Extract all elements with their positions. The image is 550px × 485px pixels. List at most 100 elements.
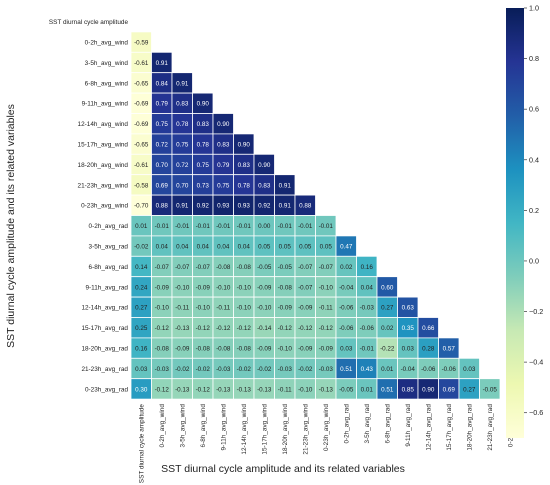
cell-value-label: 0.04 [197, 244, 210, 251]
x-tick-label: 0-23h_avg_wind [323, 404, 330, 451]
cell-value-label: -0.69 [134, 101, 149, 108]
x-tick-label: 9-11h_avg_rad [405, 404, 412, 447]
cell-value-label: -0.11 [175, 305, 189, 312]
y-tick-label: 0-2h_avg_wind [85, 40, 129, 47]
cell-value-label: -0.69 [134, 121, 149, 128]
cell-value-label: -0.03 [216, 366, 231, 373]
cell-value-label: -0.02 [257, 366, 272, 373]
cell-value-label: -0.12 [216, 325, 231, 332]
cell-value-label: 0.91 [176, 203, 189, 210]
y-tick-label: 0-23h_avg_wind [81, 203, 128, 210]
cell-value-label: 0.90 [258, 162, 271, 169]
cell-value-label: 0.88 [156, 203, 169, 210]
cell-value-label: -0.10 [196, 305, 211, 312]
cell-value-label: -0.01 [319, 223, 334, 230]
cell-value-label: 0.93 [217, 203, 230, 210]
cell-value-label: 0.92 [197, 203, 210, 210]
cell-value-label: -0.09 [196, 284, 211, 291]
cell-value-label: -0.01 [216, 223, 231, 230]
cell-value-label: -0.05 [339, 386, 354, 393]
cell-value-label: -0.04 [401, 366, 416, 373]
cell-value-label: -0.08 [196, 346, 211, 353]
cell-value-label: 0.79 [156, 101, 169, 108]
x-tick-label: 3-5h_avg_wind [179, 404, 186, 448]
cell-value-label: -0.01 [298, 223, 313, 230]
cell-value-label: -0.06 [442, 366, 457, 373]
cell-value-label: 0.03 [135, 366, 148, 373]
cell-value-label: 0.05 [279, 244, 292, 251]
cell-value-label: -0.07 [196, 264, 211, 271]
cell-value-label: 0.51 [340, 366, 353, 373]
cell-value-label: 0.78 [197, 142, 210, 149]
cell-value-label: -0.13 [257, 386, 272, 393]
y-tick-label: 18-20h_avg_rad [81, 346, 128, 353]
cell-value-label: 0.84 [156, 80, 169, 87]
cell-value-label: -0.12 [155, 386, 170, 393]
cell-value-label: -0.05 [257, 264, 272, 271]
cell-value-label: -0.02 [196, 366, 211, 373]
cell-value-label: 0.47 [340, 244, 353, 251]
y-tick-label: 6-8h_avg_rad [89, 264, 129, 271]
cell-value-label: 0.90 [238, 142, 251, 149]
y-tick-label: 6-8h_avg_wind [85, 80, 129, 87]
cell-value-label: 0.72 [176, 162, 189, 169]
cell-value-label: -0.02 [175, 366, 190, 373]
colorbar-gradient [506, 8, 524, 438]
cell-value-label: -0.07 [155, 264, 170, 271]
cell-value-label: 0.57 [443, 346, 456, 353]
cell-value-label: -0.11 [319, 305, 333, 312]
cell-value-label: -0.58 [134, 182, 149, 189]
cell-value-label: 0.01 [135, 223, 148, 230]
y-tick-label: 15-17h_avg_wind [78, 142, 129, 149]
x-tick-label: 0-2h_avg_wind [159, 404, 166, 448]
x-tick-label: 0-2h_avg_rad [343, 404, 350, 444]
cell-value-label: -0.03 [319, 366, 334, 373]
cell-value-label: -0.01 [360, 346, 375, 353]
cell-value-label: 0.00 [258, 223, 271, 230]
colorbar-tick-label: 1.0 [529, 4, 539, 13]
cell-value-label: 0.63 [402, 305, 415, 312]
cell-value-label: -0.09 [298, 346, 313, 353]
cell-value-label: -0.06 [360, 325, 375, 332]
colorbar-tick-label: −0.6 [529, 408, 543, 417]
y-tick-labels: SST diurnal cycle amplitude 0-2h_avg_wind… [49, 19, 129, 393]
cell-value-label: 0.03 [463, 366, 476, 373]
cell-value-label: 0.75 [156, 121, 169, 128]
cell-value-label: -0.13 [216, 386, 231, 393]
cell-value-label: 0.14 [135, 264, 148, 271]
cell-value-label: -0.09 [175, 346, 190, 353]
x-tick-label: 6-8h_avg_rad [384, 404, 391, 444]
cell-value-label: -0.10 [155, 305, 170, 312]
cell-value-label: -0.09 [257, 284, 272, 291]
cell-value-label: -0.12 [196, 386, 211, 393]
cell-value-label: 0.51 [381, 386, 394, 393]
cell-value-label: 0.70 [156, 162, 169, 169]
cell-value-label: -0.06 [339, 305, 354, 312]
cell-value-label: 0.83 [238, 162, 251, 169]
x-tick-label: 9-11h_avg_wind [220, 404, 227, 451]
cell-value-label: -0.70 [134, 203, 149, 210]
cell-value-label: -0.01 [237, 223, 252, 230]
cell-value-label: 0.03 [402, 346, 415, 353]
x-tick-label: 12-14h_avg_rad [425, 404, 432, 451]
cell-value-label: 0.83 [197, 121, 210, 128]
cell-value-label: 0.02 [340, 264, 353, 271]
cell-value-label: -0.03 [360, 305, 375, 312]
cell-value-label: 0.90 [422, 386, 435, 393]
cell-value-label: -0.12 [319, 325, 334, 332]
cell-value-label: 0.05 [320, 244, 333, 251]
cell-value-label: 0.35 [402, 325, 415, 332]
cell-value-label: -0.08 [237, 346, 252, 353]
x-tick-label: 18-20h_avg_rad [466, 404, 473, 451]
cell-value-label: 0.27 [463, 386, 476, 393]
cell-value-label: -0.13 [175, 325, 190, 332]
cell-value-label: -0.12 [237, 325, 252, 332]
cell-value-label: -0.10 [216, 284, 231, 291]
y-tick-label: 3-5h_avg_rad [89, 244, 129, 251]
cell-value-label: 0.83 [258, 182, 271, 189]
cell-value-label: 0.04 [156, 244, 169, 251]
cell-value-label: -0.65 [134, 142, 149, 149]
cell-value-label: -0.08 [216, 346, 231, 353]
cell-value-label: 0.93 [238, 203, 251, 210]
cell-value-label: -0.01 [278, 223, 293, 230]
